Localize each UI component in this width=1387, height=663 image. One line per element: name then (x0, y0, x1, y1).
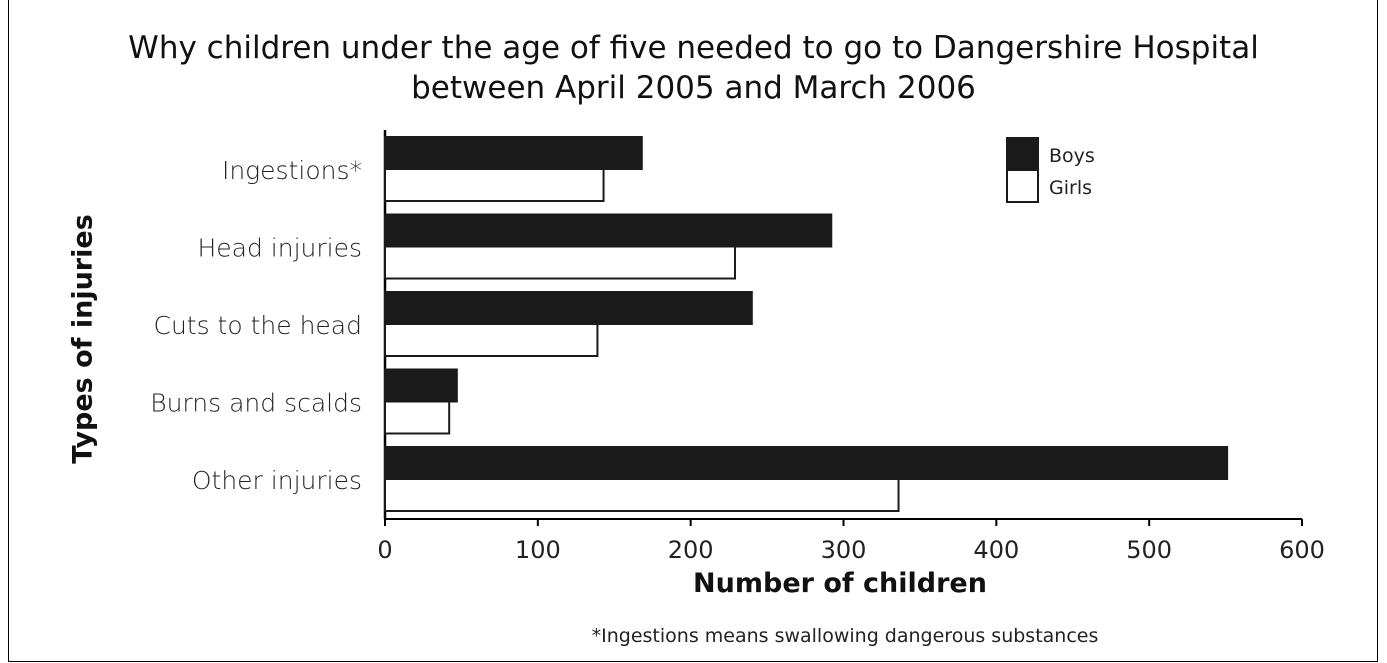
category-label: Head injuries (197, 234, 362, 263)
chart-title-line-2: between April 2005 and March 2006 (411, 70, 976, 106)
x-tick-label: 600 (1279, 536, 1325, 564)
x-axis-label: Number of children (693, 568, 987, 599)
bar-girls-1 (384, 245, 736, 280)
bar-boys-2 (384, 291, 753, 325)
category-label: Cuts to the head (153, 311, 362, 340)
bar-girls-4 (384, 478, 900, 512)
legend-swatch-boys (1006, 137, 1039, 171)
category-label: Ingestions* (222, 156, 362, 185)
category-label: Burns and scalds (150, 389, 362, 418)
x-tick-label: 400 (973, 536, 1019, 564)
y-axis-label: Types of injuries (67, 214, 99, 464)
legend-label-boys: Boys (1049, 145, 1095, 167)
x-tick-label: 300 (821, 536, 867, 564)
x-tick-label: 0 (377, 536, 392, 564)
legend-swatch-girls (1006, 169, 1039, 203)
x-tick-label: 200 (668, 536, 714, 564)
bar-boys-3 (384, 368, 458, 403)
bar-boys-1 (384, 213, 833, 248)
legend-label-girls: Girls (1049, 177, 1092, 199)
footnote: *Ingestions means swallowing dangerous s… (591, 625, 1099, 647)
chart-frame (8, 0, 1378, 662)
bar-girls-2 (384, 323, 599, 357)
x-tick-label: 100 (515, 536, 561, 564)
bar-boys-0 (384, 136, 643, 170)
category-label: Other injuries (192, 466, 362, 495)
x-tick-label: 500 (1126, 536, 1172, 564)
bar-girls-0 (384, 168, 605, 202)
chart-title-line-1: Why children under the age of five neede… (128, 30, 1259, 66)
bar-girls-3 (384, 400, 451, 435)
bar-boys-4 (384, 446, 1229, 480)
